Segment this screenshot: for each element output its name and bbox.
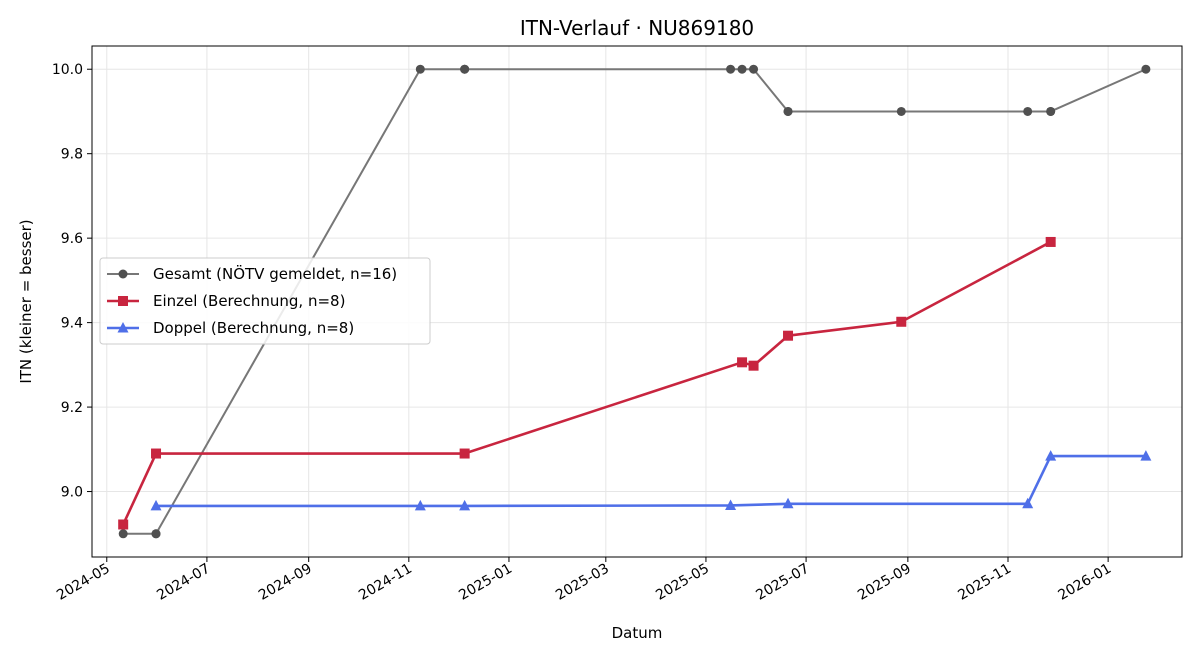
legend-swatch-marker (118, 269, 128, 279)
series-1-point (460, 64, 470, 74)
series-2-point (748, 360, 759, 371)
series-1-point (151, 529, 161, 539)
series-1-point (749, 64, 759, 74)
series-3-point (782, 497, 794, 509)
series-3-point (725, 499, 737, 510)
series-1-point (118, 529, 128, 539)
series-3-point (1140, 450, 1152, 461)
legend-label: Gesamt (NÖTV gemeldet, n=16) (153, 264, 397, 283)
series-1 (118, 64, 1151, 539)
series-1-point (1141, 64, 1151, 74)
series-1-point (415, 64, 425, 74)
legend: Gesamt (NÖTV gemeldet, n=16) Einzel (Bere… (99, 257, 431, 345)
series-2-line (122, 240, 1052, 526)
series-2-point (118, 519, 129, 530)
series-layer (118, 64, 1152, 539)
legend-label: Doppel (Berechnung, n=8) (153, 319, 354, 337)
y-tick-label: 10.0 (52, 62, 83, 78)
series-1-point (896, 106, 906, 116)
chart-title: ITN-Verlauf · NU869180 (520, 16, 754, 40)
y-axis-label: ITN (kleiner = besser) (17, 219, 35, 383)
legend-swatch-marker (118, 296, 128, 306)
legend-item-2: Einzel (Berechnung, n=8) (107, 292, 345, 310)
series-3-line (156, 454, 1146, 508)
series-1-point (1046, 106, 1056, 116)
legend-box (99, 257, 431, 345)
series-1-point (783, 106, 793, 116)
series-3-point (459, 499, 471, 511)
y-tick-label: 9.2 (61, 400, 83, 416)
series-2-point (1045, 236, 1056, 247)
series-1-point (737, 64, 747, 74)
series-2-point (783, 330, 794, 341)
series-3-point (1045, 450, 1057, 461)
legend-item-1: Gesamt (NÖTV gemeldet, n=16) (107, 264, 397, 283)
legend-label: Einzel (Berechnung, n=8) (153, 292, 345, 310)
series-1-point (1023, 106, 1033, 116)
x-axis-label: Datum (612, 624, 663, 642)
legend-swatch-marker (117, 322, 129, 333)
plot-frame (91, 45, 1183, 558)
series-2-point (459, 448, 470, 459)
y-tick-label: 9.6 (61, 231, 83, 247)
series-2 (118, 236, 1056, 530)
series-2-point (151, 448, 162, 459)
legend-item-3: Doppel (Berechnung, n=8) (107, 319, 354, 337)
series-2-point (896, 316, 907, 327)
series-3-point (1022, 497, 1034, 509)
series-3-point (414, 499, 426, 511)
series-3 (150, 450, 1152, 511)
series-1-point (726, 64, 736, 74)
y-tick-label: 9.8 (61, 147, 83, 163)
y-tick-label: 9.0 (61, 485, 83, 501)
series-3-point (150, 499, 162, 511)
y-tick-label: 9.4 (61, 316, 83, 332)
series-2-point (737, 357, 748, 368)
